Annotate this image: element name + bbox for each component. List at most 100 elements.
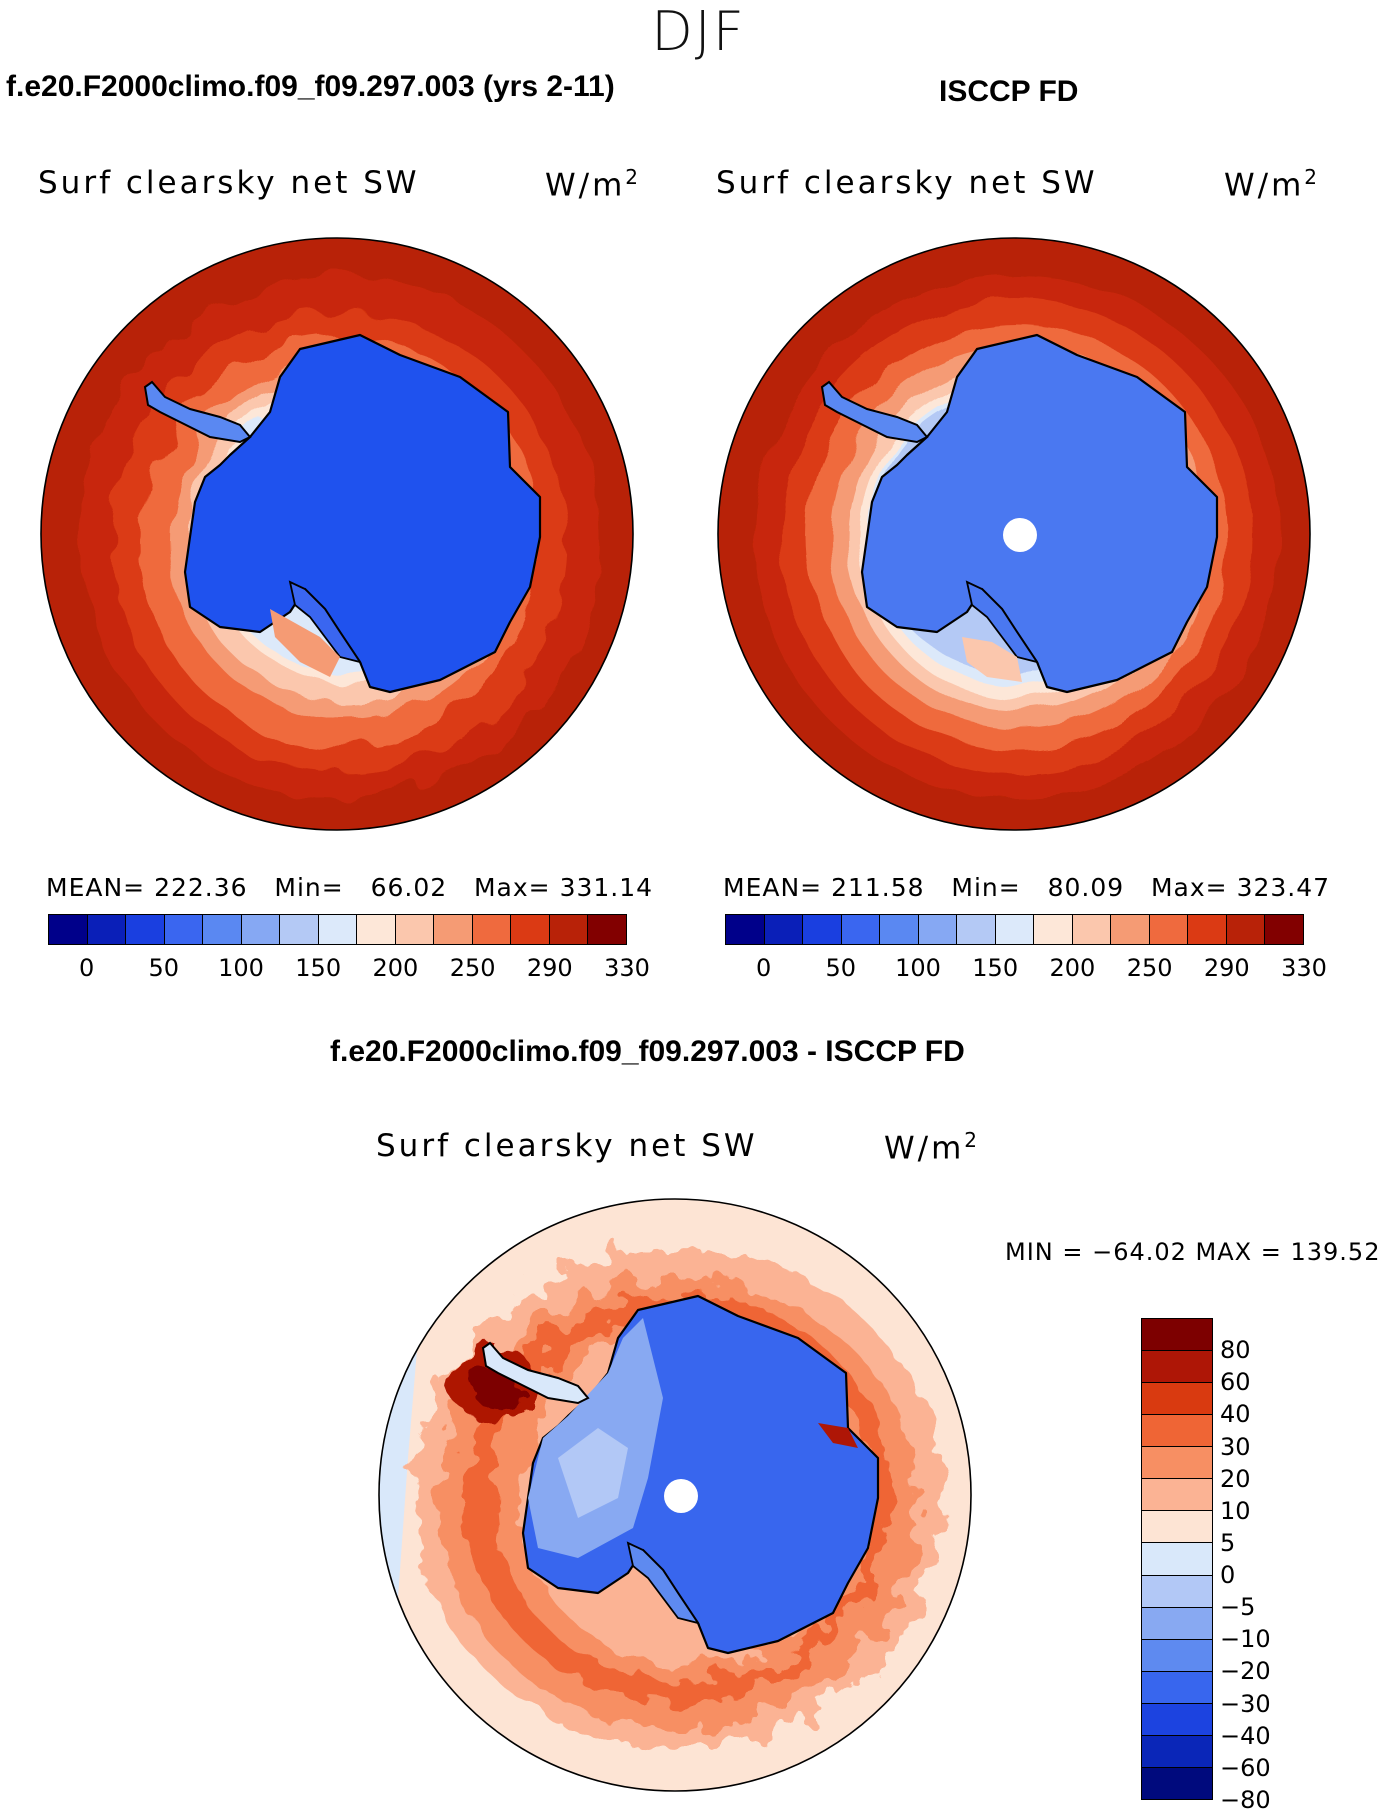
colorbar-swatch (1142, 1671, 1212, 1704)
colorbar-swatch (1142, 1575, 1212, 1608)
panel1-antarctica (143, 333, 542, 694)
panel1-units: W/m2 (545, 165, 642, 204)
colorbar-tick-label: −5 (1220, 1593, 1256, 1622)
panel2-antarctica (820, 333, 1219, 694)
panel2-polar-map (717, 237, 1311, 831)
colorbar-swatch (1142, 1415, 1212, 1448)
diff-colorbar (1141, 1318, 1213, 1800)
colorbar-tick-label: −60 (1220, 1753, 1271, 1782)
colorbar-tick-label: 100 (218, 954, 264, 982)
colorbar-tick-label: 100 (895, 954, 941, 982)
panel2-title: ISCCP FD (939, 75, 1079, 108)
colorbar-swatch (1142, 1351, 1212, 1384)
panel1-map-border (40, 237, 634, 831)
colorbar-tick-label: −10 (1220, 1625, 1271, 1654)
colorbar-tick-label: 150 (972, 954, 1019, 982)
colorbar-swatch (841, 915, 881, 944)
colorbar-tick-label: 50 (825, 954, 857, 982)
colorbar-swatch (434, 915, 473, 944)
colorbar-swatch (549, 915, 589, 944)
colorbar-swatch (1265, 915, 1303, 944)
panel1-stats: MEAN= 222.36 Min= 66.02 Max= 331.14 (46, 873, 654, 902)
colorbar-tick-label: 20 (1220, 1464, 1251, 1493)
colorbar-swatch (918, 915, 958, 944)
colorbar-tick-label: −20 (1220, 1657, 1271, 1686)
panel2-units: W/m2 (1224, 165, 1321, 204)
colorbar-swatch (241, 915, 281, 944)
diff-pole-hole (664, 1479, 698, 1513)
season-title: DJF (651, 0, 746, 63)
colorbar-swatch (1111, 915, 1150, 944)
colorbar-swatch (726, 915, 765, 944)
panel1-polar-map (40, 237, 634, 831)
colorbar-swatch (1142, 1319, 1212, 1352)
colorbar-swatch (803, 915, 842, 944)
colorbar-tick-label: 0 (1220, 1561, 1236, 1590)
colorbar-swatch (1142, 1735, 1212, 1768)
colorbar-tick-label: 60 (1220, 1368, 1251, 1397)
panel2-map-border (717, 237, 1311, 831)
colorbar-swatch (880, 915, 919, 944)
colorbar-swatch (1142, 1767, 1212, 1799)
colorbar-swatch (395, 915, 435, 944)
diff-polar-map (378, 1198, 972, 1792)
colorbar-swatch (1142, 1479, 1212, 1512)
colorbar-swatch (1226, 915, 1266, 944)
diff-colorbar-ticks: 80 60 40 30 20 10 5 0 −5 −10 −20 −30 −40 −60 −80 (1220, 1318, 1290, 1814)
colorbar-swatch (280, 915, 319, 944)
colorbar-swatch (126, 915, 165, 944)
colorbar-swatch (1142, 1447, 1212, 1480)
colorbar-tick-label: 200 (372, 954, 419, 982)
diff-variable: Surf clearsky net SW (376, 1128, 758, 1164)
colorbar-tick-label: 250 (1126, 954, 1173, 982)
colorbar-tick-label: 150 (295, 954, 342, 982)
colorbar-tick-label: −40 (1220, 1721, 1271, 1750)
panel2-variable: Surf clearsky net SW (716, 165, 1098, 201)
diff-title: f.e20.F2000climo.f09_f09.297.003 - ISCCP… (330, 1035, 965, 1068)
diff-map-border (378, 1198, 972, 1792)
colorbar-swatch (1149, 915, 1189, 944)
panel1-colorbar (48, 914, 627, 945)
diff-antarctica (481, 1294, 880, 1655)
colorbar-tick-label: 0 (78, 954, 95, 982)
colorbar-swatch (1142, 1607, 1212, 1640)
colorbar-tick-label: 40 (1220, 1400, 1251, 1429)
colorbar-tick-label: 10 (1220, 1496, 1251, 1525)
colorbar-tick-label: 290 (1203, 954, 1250, 982)
colorbar-swatch (1142, 1543, 1212, 1576)
colorbar-tick-label: 290 (526, 954, 573, 982)
diff-minmax: MIN = −64.02 MAX = 139.52 (1005, 1238, 1381, 1266)
colorbar-swatch (87, 915, 127, 944)
colorbar-swatch (164, 915, 204, 944)
colorbar-tick-label: −80 (1220, 1786, 1271, 1814)
colorbar-swatch (511, 915, 550, 944)
colorbar-swatch (995, 915, 1035, 944)
colorbar-tick-label: 5 (1220, 1528, 1236, 1557)
colorbar-tick-label: 200 (1049, 954, 1096, 982)
panel2-stats: MEAN= 211.58 Min= 80.09 Max= 323.47 (723, 873, 1331, 902)
colorbar-tick-label: 250 (449, 954, 496, 982)
colorbar-tick-label: 0 (755, 954, 772, 982)
colorbar-swatch (1142, 1383, 1212, 1416)
colorbar-swatch (1142, 1511, 1212, 1544)
panel1-title: f.e20.F2000climo.f09_f09.297.003 (yrs 2-… (6, 70, 615, 103)
colorbar-swatch (1072, 915, 1112, 944)
colorbar-tick-label: 330 (604, 954, 650, 982)
colorbar-swatch (318, 915, 358, 944)
colorbar-tick-label: 330 (1281, 954, 1327, 982)
colorbar-swatch (1034, 915, 1073, 944)
colorbar-tick-label: 30 (1220, 1432, 1251, 1461)
colorbar-swatch (1142, 1639, 1212, 1672)
colorbar-tick-label: 50 (148, 954, 180, 982)
colorbar-tick-label: 80 (1220, 1336, 1251, 1365)
colorbar-swatch (588, 915, 626, 944)
colorbar-swatch (1142, 1703, 1212, 1736)
diff-units: W/m2 (884, 1128, 981, 1167)
colorbar-swatch (1188, 915, 1227, 944)
panel1-variable: Surf clearsky net SW (38, 165, 420, 201)
colorbar-swatch (764, 915, 804, 944)
panel1-colorbar-ticks: 0 50 100 150 200 250 290 330 (48, 954, 650, 984)
colorbar-swatch (472, 915, 512, 944)
panel2-pole-hole (1003, 518, 1037, 552)
colorbar-tick-label: −30 (1220, 1689, 1271, 1718)
